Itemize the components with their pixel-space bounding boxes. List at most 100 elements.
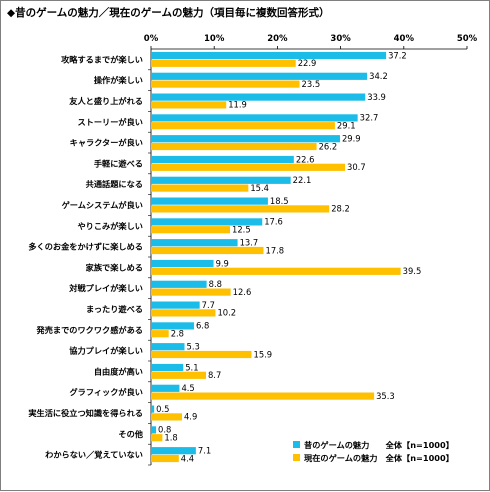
data-label: 39.5: [403, 266, 422, 276]
data-label: 33.9: [367, 92, 386, 102]
bar-present: [151, 434, 163, 442]
bar-present: [151, 59, 296, 67]
x-tick-label: 0%: [144, 34, 159, 44]
bar-past: [151, 280, 207, 288]
category-label: まったり遊べる: [86, 304, 143, 314]
data-label: 8.7: [208, 370, 221, 380]
legend-swatch: [293, 454, 300, 461]
category-label: やりこみが楽しい: [77, 221, 143, 231]
bar-past: [151, 72, 368, 80]
bar-present: [151, 101, 227, 109]
category-label: キャラクターが良い: [70, 138, 143, 148]
legend-swatch: [293, 441, 300, 448]
bar-past: [151, 239, 238, 247]
data-label: 15.4: [250, 183, 269, 193]
data-label: 4.9: [184, 412, 197, 422]
data-label: 34.2: [369, 71, 388, 81]
category-label: 実生活に役立つ知識を得られる: [28, 408, 143, 418]
bar-past: [151, 301, 200, 309]
data-label: 17.8: [265, 245, 284, 255]
bar-past: [151, 447, 196, 455]
data-label: 11.9: [228, 100, 247, 110]
bar-present: [151, 454, 179, 463]
data-label: 26.2: [319, 141, 338, 151]
bar-past: [151, 343, 185, 351]
category-label: 自由度が高い: [94, 366, 143, 376]
data-label: 1.8: [164, 433, 177, 443]
legend-entry: 現在のゲームの魅力 全体【n=1000】: [304, 453, 454, 463]
data-label: 4.5: [181, 383, 194, 393]
data-label: 0.8: [158, 425, 171, 435]
bar-past: [151, 197, 268, 205]
bar-past: [151, 51, 387, 60]
bar-past: [151, 384, 180, 392]
category-label: 手軽に遊べる: [94, 158, 143, 168]
data-label: 29.1: [337, 121, 356, 131]
bar-past: [151, 176, 291, 184]
data-label: 6.8: [196, 321, 209, 331]
data-label: 30.7: [347, 162, 366, 172]
bar-present: [151, 80, 300, 88]
category-label: 操作が楽しい: [94, 75, 143, 85]
bar-past: [151, 114, 358, 122]
data-label: 22.9: [298, 58, 317, 68]
data-label: 10.2: [217, 308, 236, 318]
x-tick-label: 40%: [394, 34, 415, 44]
data-label: 22.6: [296, 154, 315, 164]
category-label: 協力プレイが楽しい: [69, 346, 143, 356]
x-tick-label: 30%: [330, 34, 351, 44]
data-label: 32.7: [360, 113, 379, 123]
bar-present: [151, 309, 216, 317]
data-label: 29.9: [342, 134, 361, 144]
data-label: 22.1: [293, 175, 312, 185]
x-tick-label: 10%: [204, 34, 225, 44]
bar-past: [151, 363, 184, 372]
bar-present: [151, 288, 231, 296]
data-label: 12.6: [233, 287, 252, 297]
category-label: わからない／覚えていない: [45, 450, 143, 460]
data-label: 37.2: [388, 50, 407, 60]
bar-present: [151, 122, 335, 130]
legend-entry: 昔のゲームの魅力 全体【n=1000】: [304, 440, 454, 450]
bar-past: [151, 135, 340, 143]
data-label: 35.3: [376, 391, 395, 401]
bar-present: [151, 142, 317, 151]
x-tick-label: 20%: [267, 34, 288, 44]
data-label: 28.2: [331, 204, 350, 214]
data-label: 5.1: [185, 362, 198, 372]
bar-present: [151, 267, 401, 275]
bar-present: [151, 330, 169, 338]
bar-past: [151, 93, 366, 101]
data-label: 17.6: [264, 217, 283, 227]
data-label: 4.4: [181, 453, 194, 463]
category-label: 発売までのワクワク感がある: [36, 325, 143, 335]
category-label: その他: [118, 429, 143, 439]
category-label: 共通話題になる: [86, 179, 143, 189]
data-label: 0.5: [156, 404, 169, 414]
category-label: グラフィックが良い: [69, 387, 143, 397]
bar-past: [151, 155, 294, 164]
data-label: 12.5: [232, 225, 251, 235]
category-label: 対戦プレイが楽しい: [68, 283, 143, 293]
data-label: 9.9: [216, 258, 229, 268]
chart-title: ◆昔のゲームの魅力／現在のゲームの魅力（項目毎に複数回答形式）: [7, 7, 330, 19]
bar-past: [151, 322, 194, 330]
bar-present: [151, 205, 330, 213]
category-label: 攻略するまでが楽しい: [61, 54, 143, 64]
bar-present: [151, 371, 206, 379]
category-label: 友人と盛り上がれる: [68, 96, 143, 106]
bar-past: [151, 218, 263, 226]
bar-present: [151, 413, 182, 421]
data-label: 18.5: [270, 196, 289, 206]
data-label: 7.1: [198, 446, 211, 456]
category-label: 多くのお金をかけずに楽しめる: [28, 242, 143, 252]
category-label: ゲームシステムが良い: [62, 200, 143, 210]
data-label: 15.9: [253, 349, 272, 359]
x-tick-label: 50%: [457, 34, 478, 44]
bar-present: [151, 246, 264, 255]
data-label: 23.5: [302, 79, 321, 89]
bar-present: [151, 350, 252, 359]
data-label: 13.7: [240, 238, 259, 248]
